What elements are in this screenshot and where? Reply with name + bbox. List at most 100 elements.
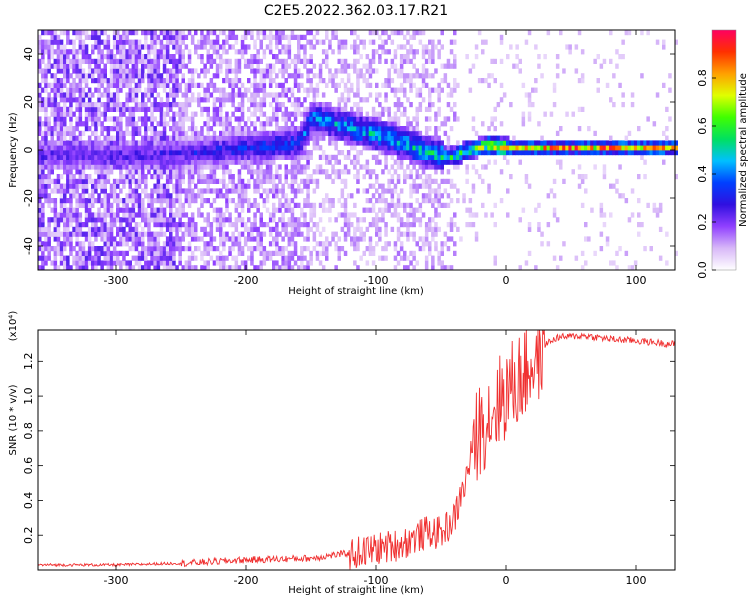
spectrogram-cell xyxy=(59,135,64,141)
spectrogram-cell xyxy=(234,73,239,79)
spectrogram-cell xyxy=(109,212,114,218)
spectrogram-cell xyxy=(144,159,148,165)
spectrogram-cell xyxy=(300,102,304,108)
spectrogram-cell xyxy=(162,111,167,117)
spectrogram-cell xyxy=(175,30,179,36)
spectrogram-cell xyxy=(137,183,142,189)
spectrogram-cell xyxy=(356,102,360,108)
spectrogram-cell xyxy=(421,68,426,74)
spectrogram-cell xyxy=(515,44,519,50)
spectrogram-cell xyxy=(212,49,217,55)
spectrogram-cell xyxy=(94,226,98,232)
spectrogram-cell xyxy=(343,121,348,127)
spectrogram-cell xyxy=(325,49,329,55)
spectrogram-cell xyxy=(41,140,45,146)
spectrogram-cell xyxy=(300,135,304,141)
spectrogram-cell xyxy=(63,58,67,64)
spectrogram-cell xyxy=(91,49,95,55)
spectrogram-cell xyxy=(144,73,148,79)
spectrogram-cell xyxy=(94,154,98,160)
spectrogram-cell xyxy=(403,34,407,40)
spectrogram-cell xyxy=(256,246,260,252)
spectrogram-cell xyxy=(59,145,64,151)
spectrogram-cell xyxy=(378,183,382,189)
spectrogram-cell xyxy=(290,236,295,242)
spectrogram-cell xyxy=(399,154,404,160)
spectrogram-cell xyxy=(150,126,154,132)
spectrogram-cell xyxy=(390,188,395,194)
spectrogram-cell xyxy=(175,111,179,117)
spectrogram-cell xyxy=(421,198,426,204)
spectrogram-cell xyxy=(66,111,70,117)
spectrogram-cell xyxy=(194,154,198,160)
spectrogram-cell xyxy=(637,198,641,204)
spectrogram-cell xyxy=(387,150,391,156)
spectrogram-cell xyxy=(268,78,273,84)
spectrogram-cell xyxy=(287,126,292,132)
spectrogram-cell xyxy=(222,78,226,84)
spectrogram-cell xyxy=(128,164,132,170)
spectrogram-cell xyxy=(243,135,248,141)
spectrogram-cell xyxy=(78,183,83,189)
spectrogram-cell xyxy=(275,164,279,170)
spectrogram-cell xyxy=(272,241,276,247)
spectrogram-cell xyxy=(300,231,304,237)
spectrogram-cell xyxy=(144,164,148,170)
spectrogram-cell xyxy=(555,73,560,79)
spectrogram-cell xyxy=(334,68,338,74)
spectrogram-cell xyxy=(393,111,398,117)
spectrogram-cell xyxy=(219,212,223,218)
spectrogram-cell xyxy=(38,39,42,45)
spectrogram-cell xyxy=(44,82,48,88)
spectrogram-cell xyxy=(309,58,313,64)
spectrogram-cell xyxy=(169,241,173,247)
spectrogram-cell xyxy=(356,68,360,74)
spectrogram-cell xyxy=(621,39,625,45)
spectrogram-cell xyxy=(250,102,254,108)
spectrogram-cell xyxy=(346,154,351,160)
spectrogram-cell xyxy=(381,39,385,45)
spectrogram-cell xyxy=(399,202,404,208)
spectrogram-cell xyxy=(312,222,317,228)
spectrogram-cell xyxy=(437,188,441,194)
spectrogram-cell xyxy=(66,226,70,232)
spectrogram-cell xyxy=(287,145,292,151)
spectrogram-cell xyxy=(75,202,79,208)
spectrogram-cell xyxy=(306,78,310,84)
spectrogram-cell xyxy=(506,140,510,146)
spectrogram-cell xyxy=(116,116,120,122)
spectrogram-cell xyxy=(378,126,382,132)
spectrogram-cell xyxy=(440,260,444,266)
spectrogram-cell xyxy=(384,39,388,45)
spectrogram-cell xyxy=(378,111,382,117)
spectrogram-cell xyxy=(203,217,207,223)
spectrogram-cell xyxy=(309,54,313,60)
spectrogram-cell xyxy=(275,207,279,213)
spectrogram-cell xyxy=(131,116,136,122)
spectrogram-cell xyxy=(343,183,348,189)
spectrogram-cell xyxy=(281,193,285,199)
spectrogram-cell xyxy=(150,212,154,218)
spectrogram-cell xyxy=(225,140,229,146)
spectrogram-cell xyxy=(184,265,189,271)
spectrogram-cell xyxy=(44,159,48,165)
spectrogram-cell xyxy=(580,265,585,271)
spectrogram-cell xyxy=(265,174,270,180)
spectrogram-cell xyxy=(53,198,58,204)
spectrogram-cell xyxy=(63,135,67,141)
spectrogram-cell xyxy=(212,140,217,146)
spectrogram-cell xyxy=(537,226,541,232)
spectrogram-cell xyxy=(222,97,226,103)
spectrogram-cell xyxy=(343,87,348,93)
spectrogram-cell xyxy=(59,174,64,180)
spectrogram-cell xyxy=(72,159,76,165)
spectrogram-cell xyxy=(272,145,276,151)
spectrogram-cell xyxy=(222,92,226,98)
spectrogram-cell xyxy=(144,54,148,60)
spectrogram-cell xyxy=(393,130,398,136)
spectrogram-cell xyxy=(275,169,279,175)
spectrogram-cell xyxy=(91,241,95,247)
spectrogram-cell xyxy=(66,188,70,194)
spectrogram-cell xyxy=(453,63,457,69)
spectrogram-cell xyxy=(178,44,182,50)
